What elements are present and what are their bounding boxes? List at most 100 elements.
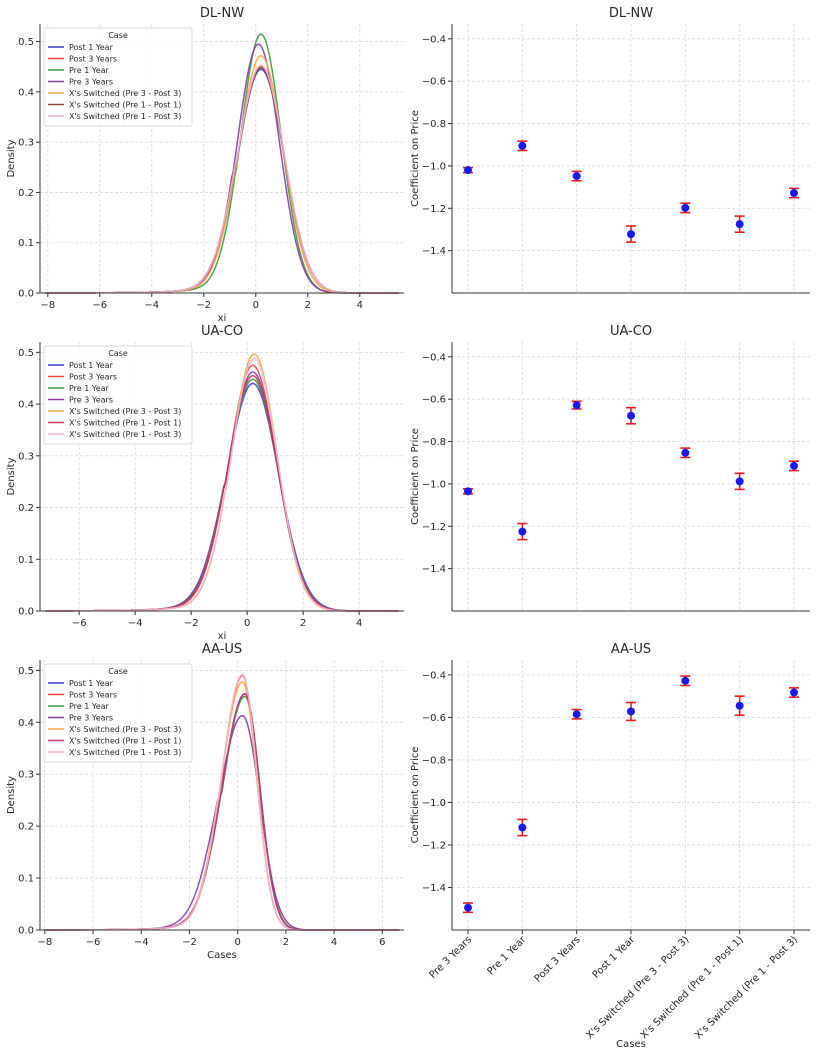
y-axis-label: Density [6, 457, 17, 495]
coefficient-point [681, 448, 690, 457]
x-axis-label: Cases [207, 950, 237, 961]
x-tick-label: −2 [182, 937, 197, 948]
coefficient-point [572, 401, 581, 410]
x-tick-label: X's Switched (Pre 1 - Post 1) [639, 934, 746, 1041]
coefficient-point [464, 166, 472, 175]
legend-entry-label: Post 1 Year [69, 43, 114, 52]
legend-entry-label: Post 3 Years [69, 373, 117, 382]
legend-title: Case [108, 667, 128, 676]
y-tick-label: 0.1 [18, 555, 34, 566]
legend-entry-label: Pre 3 Years [69, 78, 113, 87]
density-panel-aa-us: −8 −6 −4 −2 0 2 4 6 0.0 0.1 0.2 0.3 0.4 0.5 AA-US Cases… [6, 642, 404, 961]
x-axis-label: xi [218, 313, 227, 324]
panel-title: AA-US [202, 642, 242, 657]
legend-entry-label: X's Switched (Pre 1 - Post 3) [69, 112, 181, 121]
y-tick-label: 0.3 [18, 451, 34, 462]
y-axis-label: Density [6, 776, 17, 814]
legend-entry-label: Post 3 Years [69, 691, 117, 700]
legend-entry-label: X's Switched (Pre 3 - Post 3) [69, 89, 181, 98]
panel-title: UA-CO [610, 324, 652, 339]
legend-entry-label: Pre 1 Year [69, 384, 110, 393]
x-tick-label: 2 [283, 937, 289, 948]
density-panel-ua-co: −6 −4 −2 0 2 4 0.0 0.1 0.2 0.3 0.4 0.5 UA-CO xi Densit… [6, 324, 404, 642]
x-tick-label: −2 [184, 618, 199, 629]
y-tick-label: 0.0 [18, 607, 34, 618]
legend-entry-label: Pre 3 Years [69, 396, 113, 405]
coefficient-point [572, 710, 581, 719]
legend-entry-label: Pre 1 Year [69, 66, 110, 75]
y-tick-label: −1.2 [422, 840, 446, 851]
coefficient-point [735, 701, 744, 710]
coefficient-panel-aa-us: −1.4 −1.2 −1.0 −0.8 −0.6 −0.4 Pre 3 Years Pre 1… [410, 642, 810, 1050]
x-tick-label: Pre 1 Year [485, 934, 529, 978]
coefficient-points [463, 140, 799, 243]
y-tick-label: −0.8 [422, 755, 446, 766]
coefficient-point [518, 823, 527, 832]
y-tick-label: 0.2 [18, 188, 34, 199]
coefficient-panel-ua-co: −1.4 −1.2 −1.0 −0.8 −0.6 −0.4 UA-CO Coefficient… [410, 324, 810, 612]
x-tick-label: 2 [305, 300, 311, 311]
legend-entry-label: Pre 1 Year [69, 702, 110, 711]
legend-entry-label: X's Switched (Pre 1 - Post 3) [69, 430, 181, 439]
panel-title: AA-US [611, 642, 651, 657]
y-tick-label: 0.1 [18, 238, 34, 249]
coefficient-point [464, 903, 472, 912]
coefficient-point [627, 411, 635, 420]
legend-entry-label: X's Switched (Pre 3 - Post 3) [69, 725, 181, 734]
y-tick-label: −0.4 [422, 670, 446, 681]
y-tick-label: −0.4 [422, 34, 446, 45]
coefficient-point [464, 487, 472, 496]
legend-entry-label: Pre 3 Years [69, 714, 113, 723]
legend-entry-label: X's Switched (Pre 1 - Post 3) [69, 748, 181, 757]
y-tick-label: −1.4 [422, 564, 446, 575]
coefficient-points [463, 400, 799, 541]
x-tick-label: −6 [72, 618, 87, 629]
x-tick-label: Pre 3 Years [427, 934, 474, 981]
y-tick-label: −1.2 [422, 522, 446, 533]
y-tick-label: −1.0 [422, 798, 446, 809]
y-tick-label: 0.4 [18, 718, 34, 729]
legend-box [43, 345, 193, 445]
y-tick-label: 0.4 [18, 87, 34, 98]
x-tick-label: 0 [234, 937, 240, 948]
x-tick-label: −8 [40, 300, 55, 311]
y-tick-label: 0.5 [18, 666, 34, 677]
y-tick-label: −1.4 [422, 883, 446, 894]
x-axis-label: xi [218, 631, 227, 642]
density-panel-dl-nw: −8 −6 −4 −2 0 2 4 0.0 0.1 0.2 0.3 0.4 0.5 DL-NW xi Dens… [6, 6, 404, 324]
legend-entry-label: X's Switched (Pre 1 - Post 1) [69, 737, 181, 746]
y-tick-label: −1.4 [422, 246, 446, 257]
y-tick-label: −0.8 [422, 437, 446, 448]
legend-entry-label: Post 1 Year [69, 679, 114, 688]
y-tick-label: 0.4 [18, 400, 34, 411]
coefficient-panel-dl-nw: −1.4 −1.2 −1.0 −0.8 −0.6 −0.4 DL-NW Coefficient… [410, 6, 810, 294]
coefficient-point [790, 688, 798, 697]
y-tick-label: −0.6 [422, 713, 446, 724]
y-tick-label: 0.2 [18, 503, 34, 514]
y-tick-label: −0.4 [422, 352, 446, 363]
legend-title: Case [108, 349, 128, 358]
y-tick-label: −0.6 [422, 77, 446, 88]
x-tick-label: −8 [37, 937, 52, 948]
x-tick-label: 0 [244, 618, 250, 629]
x-tick-label: −4 [128, 618, 143, 629]
x-tick-label: 6 [379, 937, 385, 948]
x-tick-label: 2 [300, 618, 306, 629]
coefficient-point [790, 189, 798, 198]
x-axis-label: Cases [616, 1039, 646, 1050]
coefficient-point [735, 477, 744, 486]
legend-entry-label: Post 3 Years [69, 55, 117, 64]
coefficient-point [735, 220, 744, 229]
panel-title: UA-CO [201, 324, 243, 339]
panel-title: DL-NW [200, 6, 244, 21]
x-tick-label: −6 [92, 300, 107, 311]
x-tick-label: −2 [196, 300, 211, 311]
y-tick-label: 0.0 [18, 289, 34, 300]
legend-title: Case [108, 31, 128, 40]
legend: Case Post 1 Year Post 3 Years Pre 1 Year Pre… [43, 27, 193, 127]
y-tick-label: 0.2 [18, 822, 34, 833]
y-tick-label: −1.2 [422, 204, 446, 215]
y-tick-label: 0.3 [18, 770, 34, 781]
y-axis-label: Coefficient on Price [410, 747, 421, 844]
